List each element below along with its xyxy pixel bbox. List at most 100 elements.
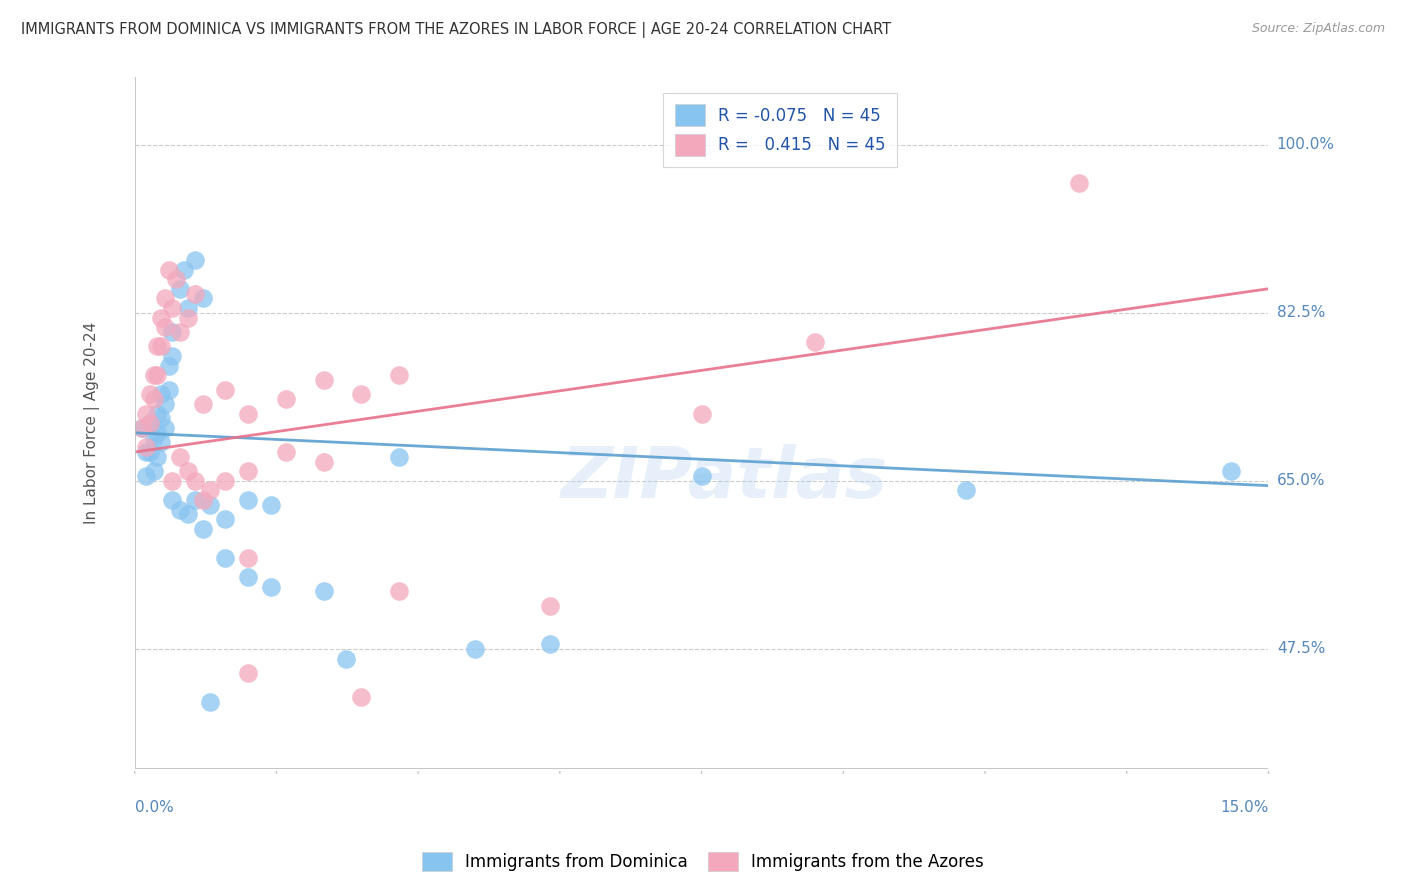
Point [173,262,195,277]
Point [142,368,165,383]
Point [169,282,191,296]
Point [312,584,335,599]
Point [142,431,165,445]
Point [388,368,411,383]
Point [464,642,486,657]
Point [350,387,373,401]
Point [157,262,180,277]
Point [142,392,165,407]
Point [955,483,977,498]
Point [169,502,191,516]
Point [260,498,283,512]
Point [153,320,176,334]
Text: 82.5%: 82.5% [1277,305,1324,320]
Point [153,397,176,411]
Point [214,383,236,397]
Point [690,407,713,421]
Point [150,387,173,401]
Point [804,334,827,349]
Point [139,416,162,430]
Point [236,493,259,508]
Point [157,359,180,373]
Point [274,445,297,459]
Point [200,498,222,512]
Point [184,286,207,301]
Point [236,570,259,584]
Point [135,407,157,421]
Point [146,407,169,421]
Point [236,550,259,565]
Point [236,407,259,421]
Point [146,450,169,464]
Point [191,522,214,536]
Point [538,599,561,613]
Point [139,416,162,430]
Point [191,397,214,411]
Point [191,493,214,508]
Point [388,584,411,599]
Point [184,493,207,508]
Point [184,474,207,488]
Point [131,421,153,435]
Point [200,695,222,709]
Point [176,464,198,478]
Point [135,445,157,459]
Point [214,512,236,526]
Point [236,464,259,478]
Point [312,373,335,387]
Text: Source: ZipAtlas.com: Source: ZipAtlas.com [1251,22,1385,36]
Point [165,272,187,286]
Point [150,411,173,425]
Point [260,580,283,594]
Point [191,291,214,305]
Text: IMMIGRANTS FROM DOMINICA VS IMMIGRANTS FROM THE AZORES IN LABOR FORCE | AGE 20-2: IMMIGRANTS FROM DOMINICA VS IMMIGRANTS F… [21,22,891,38]
Point [312,455,335,469]
Point [162,301,184,315]
Point [350,690,373,704]
Text: 100.0%: 100.0% [1277,137,1334,153]
Point [146,368,169,383]
Point [162,325,184,339]
Text: In Labor Force | Age 20-24: In Labor Force | Age 20-24 [83,322,100,524]
Point [214,550,236,565]
Point [214,474,236,488]
Point [335,651,357,665]
Point [135,469,157,483]
Point [139,387,162,401]
Point [150,435,173,450]
Text: 65.0%: 65.0% [1277,474,1326,488]
Point [1069,176,1091,190]
Point [146,339,169,353]
Point [169,325,191,339]
Point [176,508,198,522]
Point [146,425,169,440]
Point [150,339,173,353]
Point [162,474,184,488]
Text: 15.0%: 15.0% [1220,799,1268,814]
Point [150,310,173,325]
Point [176,301,198,315]
Point [139,445,162,459]
Text: ZIPatlas: ZIPatlas [561,444,889,513]
Legend: R = -0.075   N = 45, R =   0.415   N = 45: R = -0.075 N = 45, R = 0.415 N = 45 [664,93,897,167]
Point [162,349,184,363]
Point [176,310,198,325]
Point [388,450,411,464]
Text: 0.0%: 0.0% [135,799,173,814]
Point [169,450,191,464]
Text: 47.5%: 47.5% [1277,641,1324,657]
Point [162,493,184,508]
Point [236,665,259,680]
Point [157,383,180,397]
Point [274,392,297,407]
Point [131,421,153,435]
Point [153,421,176,435]
Point [690,469,713,483]
Legend: Immigrants from Dominica, Immigrants from the Azores: Immigrants from Dominica, Immigrants fro… [413,843,993,880]
Point [1219,464,1241,478]
Point [538,637,561,651]
Point [184,252,207,267]
Point [142,464,165,478]
Point [135,440,157,454]
Point [200,483,222,498]
